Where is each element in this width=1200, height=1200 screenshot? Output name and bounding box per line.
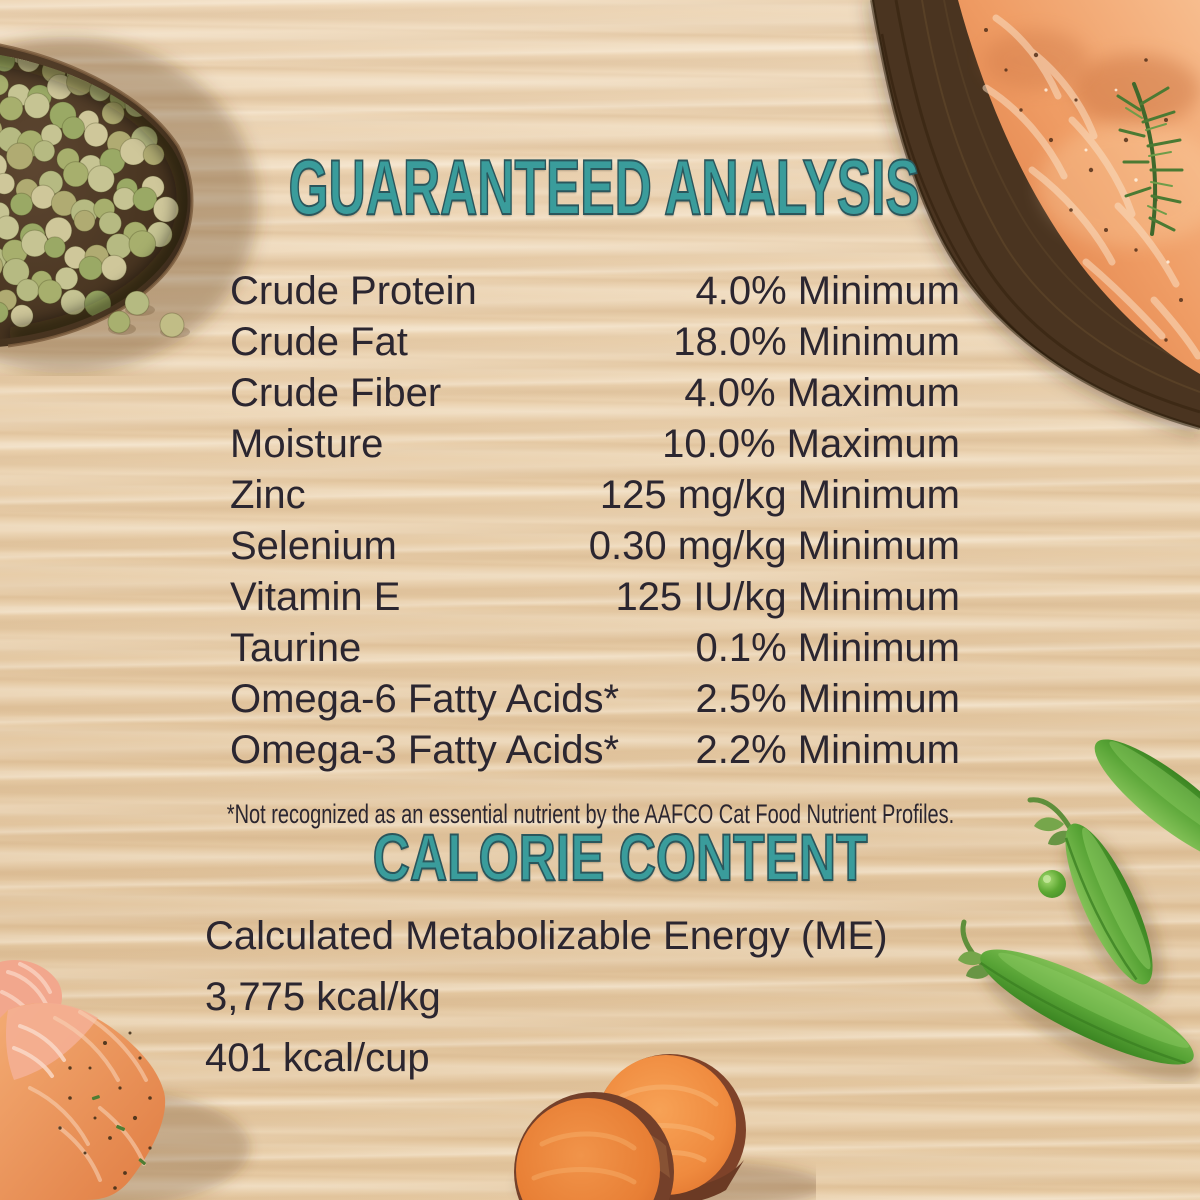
analysis-row-crude-fiber: Crude Fiber 4.0% Maximum xyxy=(230,368,960,419)
sweet-potato-image xyxy=(514,1054,816,1200)
salmon-board-image xyxy=(866,0,1200,436)
analysis-row-crude-fat: Crude Fat 18.0% Minimum xyxy=(230,317,960,368)
analysis-value: 125 IU/kg Minimum xyxy=(615,575,960,619)
analysis-value: 4.0% Minimum xyxy=(695,269,960,313)
analysis-label: Omega-3 Fatty Acids* xyxy=(230,728,620,772)
calorie-line-kcal-cup: 401 kcal/cup xyxy=(205,1036,430,1080)
analysis-label: Crude Fiber xyxy=(230,371,442,415)
calorie-content-block: Calculated Metabolizable Energy (ME) 3,7… xyxy=(205,906,888,1089)
analysis-value: 125 mg/kg Minimum xyxy=(599,473,960,517)
aafco-footnote: *Not recognized as an essential nutrient… xyxy=(0,799,1180,830)
analysis-row-taurine: Taurine 0.1% Minimum xyxy=(230,623,960,674)
analysis-label: Selenium xyxy=(230,524,397,568)
analysis-row-crude-protein: Crude Protein 4.0% Minimum xyxy=(230,266,960,317)
analysis-row-omega-3: Omega-3 Fatty Acids* 2.2% Minimum xyxy=(230,725,960,776)
analysis-value: 10.0% Maximum xyxy=(662,422,960,466)
analysis-value: 0.1% Minimum xyxy=(695,626,960,670)
analysis-row-selenium: Selenium 0.30 mg/kg Minimum xyxy=(230,521,960,572)
analysis-value: 2.2% Minimum xyxy=(695,728,960,772)
analysis-label: Zinc xyxy=(230,473,306,517)
guaranteed-analysis-title: GUARANTEED ANALYSIS xyxy=(4,143,1200,231)
analysis-label: Omega-6 Fatty Acids* xyxy=(230,677,620,721)
analysis-label: Vitamin E xyxy=(230,575,401,619)
peas-bowl-image xyxy=(0,37,258,373)
analysis-value: 4.0% Maximum xyxy=(684,371,960,415)
pea-pods-image xyxy=(958,739,1200,1082)
guaranteed-analysis-title-text: GUARANTEED ANALYSIS xyxy=(288,143,921,231)
analysis-row-moisture: Moisture 10.0% Maximum xyxy=(230,419,960,470)
calorie-content-title-text: CALORIE CONTENT xyxy=(372,820,868,894)
dill-sprig-icon xyxy=(1116,82,1184,236)
analysis-row-omega-6: Omega-6 Fatty Acids* 2.5% Minimum xyxy=(230,674,960,725)
analysis-value: 0.30 mg/kg Minimum xyxy=(588,524,960,568)
analysis-value: 18.0% Minimum xyxy=(673,320,960,364)
aafco-footnote-text: *Not recognized as an essential nutrient… xyxy=(226,799,954,829)
analysis-label: Crude Protein xyxy=(230,269,477,313)
calorie-content-title: CALORIE CONTENT xyxy=(20,820,1200,894)
calorie-line-kcal-kg: 3,775 kcal/kg xyxy=(205,975,441,1019)
salmon-pieces-image xyxy=(0,960,250,1200)
analysis-row-zinc: Zinc 125 mg/kg Minimum xyxy=(230,470,960,521)
analysis-label: Crude Fat xyxy=(230,320,408,364)
analysis-value: 2.5% Minimum xyxy=(695,677,960,721)
analysis-row-vitamin-e: Vitamin E 125 IU/kg Minimum xyxy=(230,572,960,623)
guaranteed-analysis-table: Crude Protein 4.0% Minimum Crude Fat 18.… xyxy=(230,266,960,776)
calorie-line-me: Calculated Metabolizable Energy (ME) xyxy=(205,914,888,958)
analysis-label: Moisture xyxy=(230,422,384,466)
analysis-label: Taurine xyxy=(230,626,362,670)
